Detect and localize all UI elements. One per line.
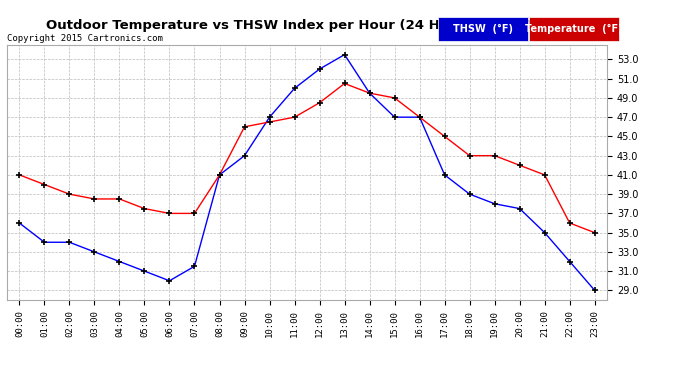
Text: Outdoor Temperature vs THSW Index per Hour (24 Hours)  20151107: Outdoor Temperature vs THSW Index per Ho… (46, 19, 562, 32)
Text: Copyright 2015 Cartronics.com: Copyright 2015 Cartronics.com (7, 34, 163, 43)
Text: THSW  (°F): THSW (°F) (453, 24, 513, 34)
Text: Temperature  (°F): Temperature (°F) (525, 24, 623, 34)
